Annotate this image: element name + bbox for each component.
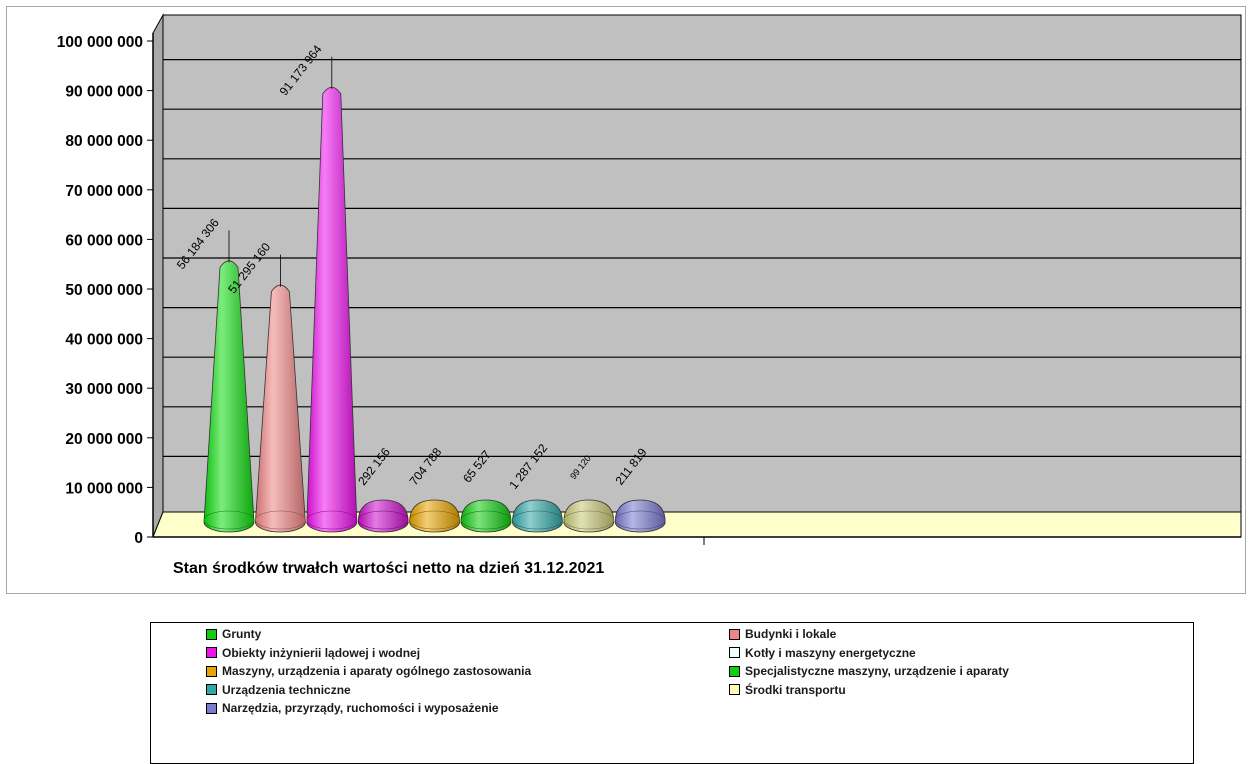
- y-tick-label: 40 000 000: [65, 332, 143, 349]
- y-tick-label: 10 000 000: [65, 480, 143, 497]
- cone-base-4: [409, 510, 460, 530]
- cone-base-0: [203, 510, 255, 530]
- cone-4: [409, 499, 461, 533]
- legend-label: Obiekty inżynierii lądowej i wodnej: [222, 645, 421, 660]
- cone-base-6: [512, 510, 563, 530]
- y-tick-label: 20 000 000: [65, 431, 143, 448]
- chart-area: 0 10 000 000 20 000 000 30 000 000 40 000 00…: [6, 6, 1246, 594]
- chart-legend: Grunty Budynki i lokale Obiekty inżynierii…: [150, 622, 1194, 764]
- legend-item: Maszyny, urządzenia i aparaty ogólnego z…: [206, 664, 531, 678]
- cone-8: [614, 499, 666, 533]
- legend-swatch: [206, 665, 217, 677]
- legend-label: Grunty: [222, 627, 262, 641]
- legend-label: Kotły i maszyny energetyczne: [745, 645, 916, 660]
- legend-item: Kotły i maszyny energetyczne: [729, 646, 916, 660]
- legend-item: Obiekty inżynierii lądowej i wodnej: [206, 646, 420, 660]
- cone-2: [306, 86, 358, 533]
- cone-base-1: [255, 510, 306, 530]
- chart-svg: 0 10 000 000 20 000 000 30 000 000 40 000 00…: [57, 13, 1242, 577]
- legend-item: Narzędzia, przyrządy, ruchomości i wypos…: [206, 701, 499, 715]
- cone-1: [254, 284, 306, 533]
- legend-label: Budynki i lokale: [745, 627, 837, 641]
- legend-swatch: [729, 647, 740, 658]
- cone-base-5: [460, 510, 512, 530]
- cone-base-2: [306, 510, 358, 530]
- cone-5: [460, 499, 512, 533]
- legend-item: Specjalistyczne maszyny, urządzenie i ap…: [729, 664, 1009, 678]
- y-tick-label: 60 000 000: [65, 232, 143, 249]
- legend-swatch: [206, 684, 217, 695]
- plot-side-wall: [152, 13, 164, 538]
- legend-swatch: [729, 628, 740, 640]
- legend-label: Narzędzia, przyrządy, ruchomości i wypos…: [222, 701, 499, 715]
- legend-swatch: [206, 628, 217, 640]
- legend-item: Budynki i lokale: [729, 627, 836, 641]
- cone-7: [563, 499, 615, 533]
- legend-swatch: [729, 665, 740, 677]
- legend-item: Urządzenia techniczne: [206, 683, 351, 697]
- y-tick-label: 100 000 000: [57, 34, 143, 51]
- cone-base-3: [357, 510, 409, 530]
- y-tick-label: 30 000 000: [65, 381, 143, 398]
- legend-item: Środki transportu: [729, 683, 846, 697]
- legend-label: Urządzenia techniczne: [222, 682, 351, 697]
- legend-label: Specjalistyczne maszyny, urządzenie i ap…: [745, 664, 1009, 678]
- y-tick-label: 0: [134, 530, 143, 547]
- cone-base-7: [563, 510, 615, 530]
- y-tick-label: 80 000 000: [65, 133, 143, 150]
- y-tick-label: 90 000 000: [65, 84, 143, 101]
- cone-6: [511, 499, 563, 533]
- cone-base-8: [614, 510, 666, 530]
- legend-swatch: [206, 647, 217, 658]
- legend-swatch: [206, 702, 217, 714]
- legend-label: Środki transportu: [745, 682, 846, 697]
- y-tick-label: 50 000 000: [65, 282, 143, 299]
- y-tick-label: 70 000 000: [65, 183, 143, 200]
- legend-label: Maszyny, urządzenia i aparaty ogólnego z…: [222, 664, 532, 678]
- cone-3: [357, 499, 409, 533]
- legend-item: Grunty: [206, 627, 261, 641]
- cone-0: [203, 260, 255, 533]
- x-axis-title: Stan środków trwałch wartości netto na d…: [173, 560, 604, 577]
- legend-swatch: [729, 684, 740, 695]
